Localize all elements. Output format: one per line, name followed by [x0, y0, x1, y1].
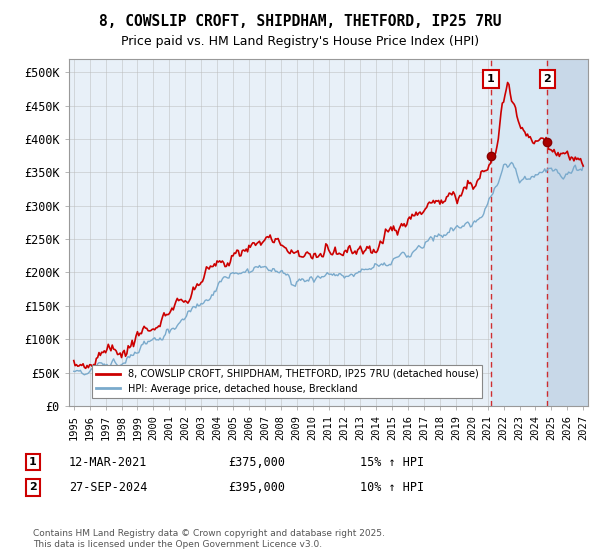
Legend: 8, COWSLIP CROFT, SHIPDHAM, THETFORD, IP25 7RU (detached house), HPI: Average pr: 8, COWSLIP CROFT, SHIPDHAM, THETFORD, IP…: [92, 365, 482, 398]
Text: Contains HM Land Registry data © Crown copyright and database right 2025.
This d: Contains HM Land Registry data © Crown c…: [33, 529, 385, 549]
Text: 2: 2: [544, 74, 551, 84]
Bar: [547, 59, 588, 406]
Text: 1: 1: [487, 74, 495, 84]
Text: £395,000: £395,000: [228, 480, 285, 494]
Text: 12-MAR-2021: 12-MAR-2021: [69, 455, 148, 469]
Text: 27-SEP-2024: 27-SEP-2024: [69, 480, 148, 494]
Text: 8, COWSLIP CROFT, SHIPDHAM, THETFORD, IP25 7RU: 8, COWSLIP CROFT, SHIPDHAM, THETFORD, IP…: [99, 14, 501, 29]
Text: 1: 1: [29, 457, 37, 467]
Text: 15% ↑ HPI: 15% ↑ HPI: [360, 455, 424, 469]
Text: £375,000: £375,000: [228, 455, 285, 469]
Text: Price paid vs. HM Land Registry's House Price Index (HPI): Price paid vs. HM Land Registry's House …: [121, 35, 479, 48]
Bar: [491, 59, 547, 406]
Text: 10% ↑ HPI: 10% ↑ HPI: [360, 480, 424, 494]
Text: 2: 2: [29, 482, 37, 492]
